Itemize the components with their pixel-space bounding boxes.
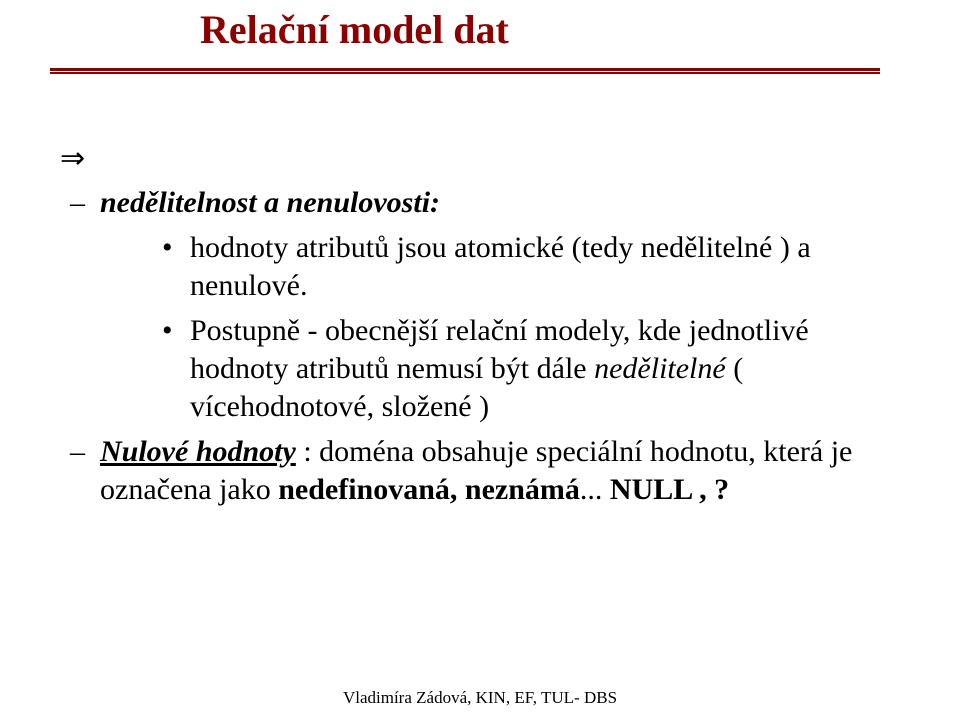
page-title: Relační model dat <box>200 8 509 52</box>
sub-list-item: • hodnoty atributů jsou atomické (tedy n… <box>100 229 890 306</box>
footer-text: Vladimíra Zádová, KIN, EF, TUL- DBS <box>0 688 960 708</box>
text-run: NULL , ? <box>602 473 729 506</box>
bullet-icon: • <box>162 229 173 267</box>
text-run: nedělitelnost a nenulovosti: <box>100 186 440 219</box>
content-body: ⇒ – nedělitelnost a nenulovosti: • hodno… <box>70 140 890 516</box>
text-run: hodnoty atributů jsou atomické (tedy ned… <box>190 231 811 302</box>
list-item: – Nulové hodnoty : doména obsahuje speci… <box>70 433 890 510</box>
text-run: ... <box>580 473 603 506</box>
text-run: nedělitelné <box>594 352 726 385</box>
list-item: – nedělitelnost a nenulovosti: • hodnoty… <box>70 184 890 426</box>
title-rule <box>50 68 880 74</box>
arrow-icon: ⇒ <box>60 140 890 178</box>
dash-icon: – <box>70 184 85 222</box>
dash-icon: – <box>70 433 85 471</box>
bullet-icon: • <box>162 312 173 350</box>
text-run: Nulové hodnoty <box>100 435 296 468</box>
sub-list-item: • Postupně - obecnější relační modely, k… <box>100 312 890 427</box>
text-run: nedefinovaná, neznámá <box>271 473 580 506</box>
